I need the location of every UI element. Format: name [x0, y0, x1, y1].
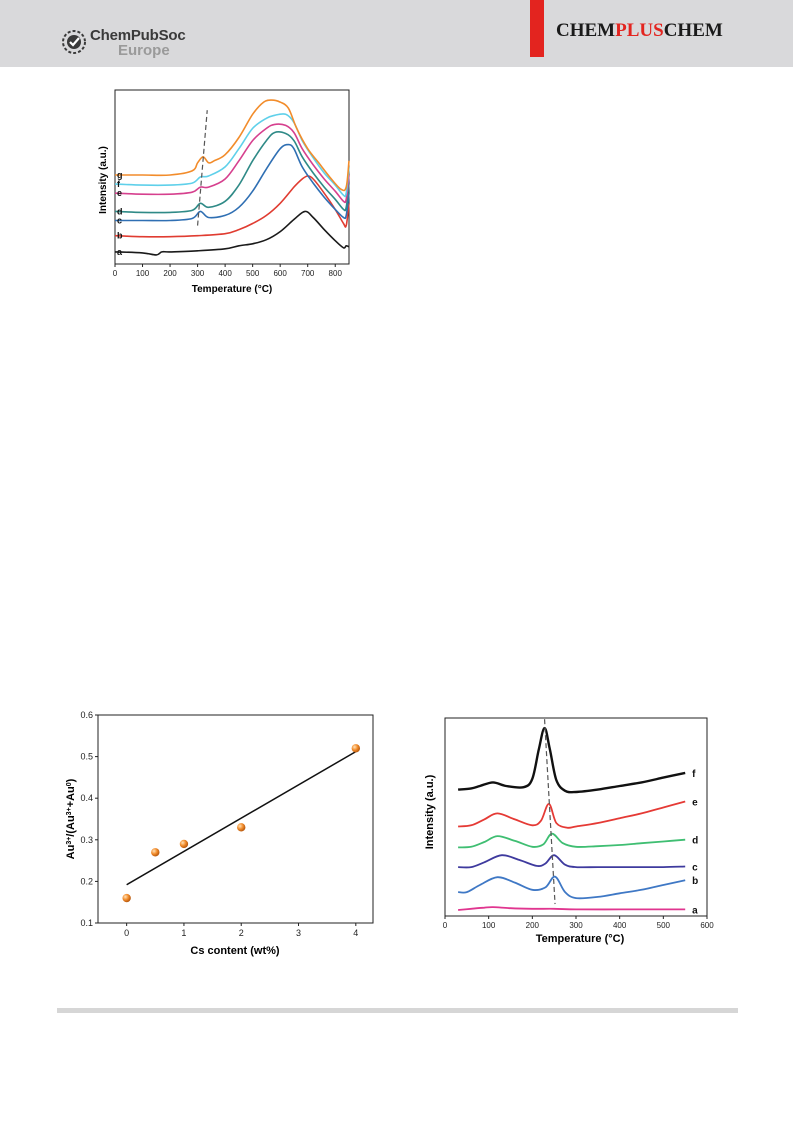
x-tick-label: 2 [239, 928, 244, 938]
plot-frame [114, 89, 350, 265]
x-tick-label: 4 [353, 928, 358, 938]
linear-fit-line [126, 750, 357, 886]
x-axis-label: Temperature (°C) [536, 933, 625, 945]
publisher-logo: ChemPubSoc Europe [60, 24, 210, 60]
series-label-a: a [117, 247, 123, 257]
series-line-f [114, 113, 350, 198]
x-tick-label: 200 [163, 269, 177, 278]
series-label-e: e [117, 188, 122, 198]
series-label-c: c [117, 216, 122, 226]
series-line-e [458, 800, 686, 829]
journal-accent-bar [530, 0, 544, 57]
series-label-f: f [117, 179, 121, 189]
chempubsoc-badge-icon [62, 30, 86, 54]
reference-dashed-line [196, 110, 208, 226]
series-label-d: d [692, 836, 698, 847]
x-axis-label: Temperature (°C) [192, 284, 273, 295]
series-line-e [114, 123, 350, 204]
plot-frame [97, 714, 374, 924]
x-axis-label: Cs content (wt%) [190, 945, 280, 957]
x-tick-label: 0 [443, 921, 448, 930]
series-label-b: b [117, 231, 123, 241]
page-header: ChemPubSoc Europe CHEMPLUSCHEM [0, 0, 793, 67]
y-tick-label: 0.6 [80, 710, 93, 720]
series-label-d: d [117, 206, 123, 216]
series-label-a: a [692, 905, 698, 916]
x-tick-label: 600 [273, 269, 287, 278]
journal-title-part-3: CHEM [663, 20, 723, 41]
x-tick-label: 0 [124, 928, 129, 938]
series-label-b: b [692, 876, 698, 887]
x-tick-label: 1 [181, 928, 186, 938]
x-tick-label: 400 [218, 269, 232, 278]
series-label-g: g [117, 170, 123, 180]
series-line-c [458, 854, 686, 869]
chart-au-ratio: 0 1 2 3 4 0.1 0.2 0.3 0.4 0.5 0.6 Cs content (wt%)… [65, 710, 374, 957]
series-line-g [114, 99, 350, 192]
data-point [151, 848, 160, 857]
data-point [237, 823, 246, 832]
x-tick-label: 800 [329, 269, 343, 278]
y-axis-label: Intensity (a.u.) [98, 146, 109, 214]
data-point [351, 744, 361, 753]
x-tick-label: 200 [526, 921, 540, 930]
x-tick-label: 100 [482, 921, 496, 930]
plot-frame [444, 717, 708, 917]
series-line-a [458, 906, 686, 911]
series-line-b [458, 875, 686, 900]
series-label-e: e [692, 797, 698, 808]
y-tick-label: 0.5 [80, 752, 93, 762]
y-axis-label: Au3+/(Au3++Au0) [65, 778, 77, 859]
series-line-d [458, 832, 686, 849]
x-tick-label: 500 [657, 921, 671, 930]
series-line-c [115, 143, 350, 222]
x-tick-label: 600 [700, 921, 714, 930]
y-axis-label: Intensity (a.u.) [424, 774, 436, 849]
data-point [122, 893, 131, 903]
y-tick-label: 0.4 [80, 793, 93, 803]
x-tick-label: 3 [296, 928, 301, 938]
y-tick-label: 0.1 [80, 918, 93, 928]
bottom-divider [57, 1008, 738, 1013]
series-line-a [114, 210, 350, 256]
reference-dashed-line [543, 719, 556, 905]
journal-title-part-1: CHEM [556, 20, 616, 41]
x-tick-label: 500 [246, 269, 260, 278]
x-tick-label: 0 [113, 269, 118, 278]
series-label-c: c [692, 863, 698, 874]
chart-tpd-profiles: a bc d e f 0 100 200 300 400 500 600 Temperature (… [424, 717, 714, 945]
journal-title-part-2: PLUS [615, 20, 664, 41]
y-tick-label: 0.3 [80, 835, 93, 845]
series-line-d [114, 131, 350, 214]
data-point [179, 839, 189, 849]
x-tick-label: 300 [191, 269, 205, 278]
series-label-f: f [692, 769, 696, 780]
x-tick-label: 400 [613, 921, 627, 930]
x-tick-label: 700 [301, 269, 315, 278]
publisher-region: Europe [118, 42, 170, 59]
series-line-f [457, 726, 686, 794]
x-tick-label: 300 [569, 921, 583, 930]
y-tick-label: 0.2 [80, 876, 93, 886]
publisher-name: ChemPubSoc [90, 27, 186, 44]
x-tick-label: 100 [136, 269, 150, 278]
journal-title: CHEMPLUSCHEM [556, 20, 723, 42]
